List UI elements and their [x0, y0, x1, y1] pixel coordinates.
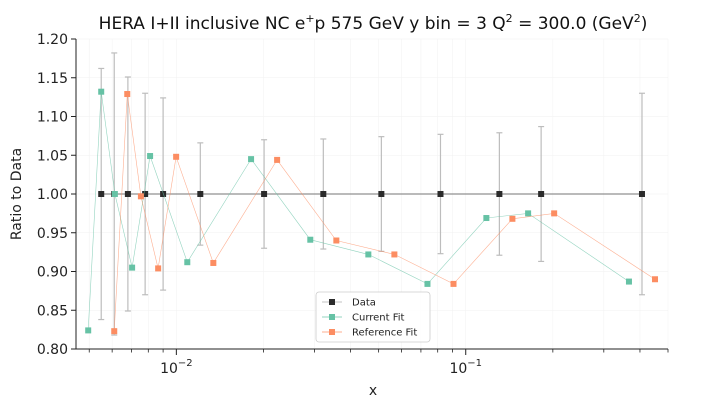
data-point: [137, 193, 144, 200]
data-point: [274, 156, 281, 163]
data-point: [111, 191, 118, 197]
data-point: [424, 280, 431, 287]
data-point: [85, 327, 92, 334]
data-point: [450, 280, 457, 287]
y-tick-label: 1.20: [37, 32, 68, 48]
data-point: [155, 265, 162, 272]
legend-label-data: Data: [352, 298, 376, 309]
x-tick-base: 10: [160, 361, 178, 377]
data-point: [98, 88, 105, 95]
data-point: [184, 259, 191, 266]
x-tick-exponent: −2: [178, 358, 193, 369]
data-point: [142, 191, 149, 197]
x-tick-label: 10−1: [449, 358, 482, 377]
data-point: [124, 191, 131, 197]
y-tick-label: 0.80: [37, 342, 68, 358]
y-tick-label: 1.05: [37, 148, 68, 164]
data-point: [307, 236, 314, 243]
x-tick-label: 10−2: [160, 358, 193, 377]
y-tick-label: 1.15: [37, 71, 68, 87]
y-axis-label: Ratio to Data: [9, 148, 25, 240]
y-tick-label: 0.95: [37, 226, 68, 242]
x-tick-exponent: −1: [467, 358, 482, 369]
data-point: [210, 259, 217, 266]
data-point: [378, 191, 385, 197]
title-sup-2: 2: [506, 12, 513, 25]
data-point: [551, 210, 558, 217]
data-point: [391, 251, 398, 258]
title-part-2: p 575 GeV y bin = 3 Q: [315, 14, 506, 34]
data-point: [197, 191, 204, 197]
data-point: [124, 91, 131, 98]
data-point: [496, 191, 503, 197]
data-point: [525, 210, 532, 217]
legend-label-reference-fit: Reference Fit: [352, 328, 417, 339]
legend-label-current-fit: Current Fit: [352, 313, 405, 324]
data-point: [98, 191, 105, 197]
series-current-fit: [85, 88, 632, 334]
legend-box: [315, 291, 431, 343]
legend-marker-reference-fit: [329, 329, 335, 335]
data-point: [652, 276, 659, 283]
x-tick-base: 10: [449, 361, 467, 377]
data-point: [173, 153, 180, 160]
data-point: [483, 215, 490, 222]
data-point: [333, 237, 340, 244]
legend-marker-data: [329, 299, 335, 305]
series-data: [98, 52, 645, 336]
data-point: [509, 215, 516, 222]
data-point: [147, 153, 154, 160]
data-point: [261, 191, 268, 197]
series-reference-fit: [111, 91, 659, 335]
x-axis-label: x: [369, 383, 377, 399]
y-tick-label: 1.10: [37, 110, 68, 126]
chart-title: HERA I+II inclusive NC e+p 575 GeV y bin…: [99, 12, 648, 34]
data-point: [365, 251, 372, 258]
data-point: [111, 328, 118, 335]
series-layer: [85, 52, 659, 336]
data-point: [625, 278, 632, 285]
axes-layer: 0.800.850.900.951.001.051.101.151.2010−2…: [37, 32, 669, 377]
data-point: [129, 264, 136, 271]
data-point: [248, 156, 255, 163]
legend-marker-current-fit: [329, 314, 335, 320]
data-point: [320, 191, 327, 197]
y-tick-label: 0.85: [37, 303, 68, 319]
title-sup-3: 2: [634, 12, 641, 25]
legend: Data Current Fit Reference Fit: [315, 291, 431, 343]
title-part-1: HERA I+II inclusive NC e: [99, 14, 306, 34]
title-part-4: ): [641, 14, 648, 34]
data-point: [638, 191, 645, 197]
title-part-3: = 300.0 (GeV: [513, 14, 634, 34]
data-point: [538, 191, 545, 197]
y-tick-label: 0.90: [37, 265, 68, 281]
y-tick-label: 1.00: [37, 187, 68, 203]
title-sup-1: +: [305, 12, 314, 25]
data-point: [437, 191, 444, 197]
